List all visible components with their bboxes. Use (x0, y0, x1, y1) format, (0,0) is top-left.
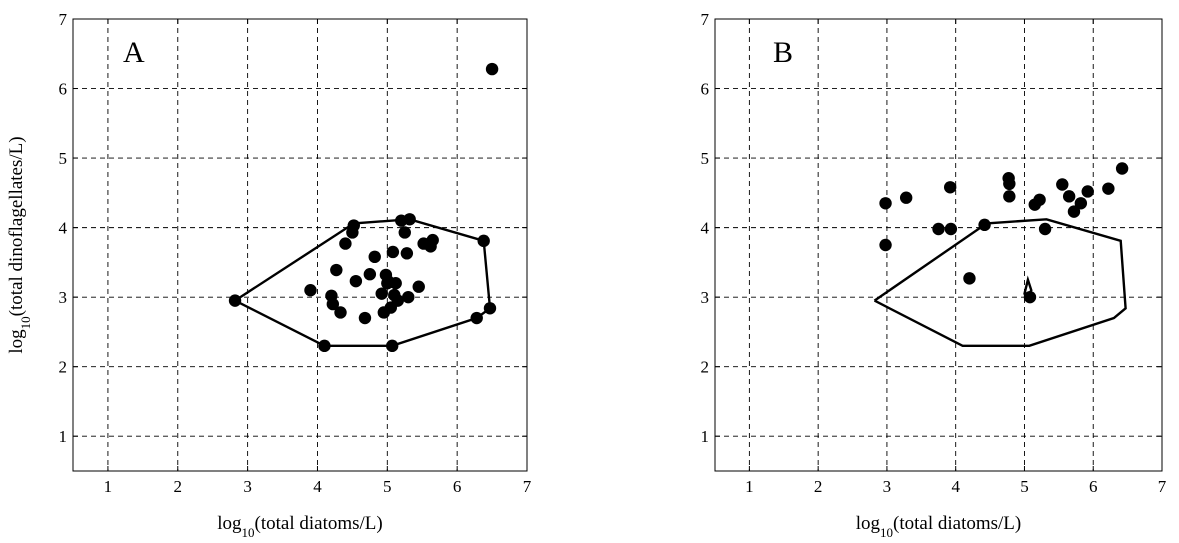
x-tick-label: 6 (453, 477, 462, 496)
data-point (1003, 177, 1016, 191)
data-point (1003, 190, 1016, 203)
y-tick-label: 6 (701, 80, 710, 99)
data-point (1033, 193, 1046, 206)
data-point (1023, 290, 1037, 304)
data-point (485, 62, 499, 76)
data-point (385, 339, 399, 353)
x-tick-label: 3 (883, 477, 892, 496)
x-tick-label: 5 (1020, 477, 1029, 496)
convex-hull-outline (873, 218, 1127, 347)
data-point (375, 287, 388, 300)
data-point (347, 219, 360, 232)
data-point (358, 311, 372, 325)
data-point (1062, 190, 1076, 203)
data-point (318, 339, 331, 353)
x-tick-label: 5 (383, 477, 392, 496)
data-point (386, 245, 400, 259)
x-tick-label: 3 (243, 477, 252, 496)
data-point (402, 290, 415, 304)
plot-frame (714, 18, 1163, 472)
data-point (330, 263, 343, 277)
x-tick-label: 1 (745, 477, 754, 496)
data-point (470, 311, 483, 325)
y-axis-label: log10(total dinoflagellates/L) (6, 136, 33, 353)
x-tick-label: 7 (1158, 477, 1167, 496)
data-point (349, 274, 363, 288)
data-point (963, 272, 976, 285)
data-point (879, 238, 892, 252)
panel-label: A (123, 36, 145, 69)
data-point (398, 226, 411, 239)
y-tick-label: 1 (59, 427, 68, 446)
y-tick-label: 2 (701, 358, 710, 377)
data-point (389, 277, 402, 290)
y-tick-label: 3 (59, 288, 68, 307)
data-point (879, 197, 892, 210)
x-tick-label: 7 (523, 477, 532, 496)
data-point (1115, 162, 1129, 175)
data-point (368, 250, 381, 264)
data-point (944, 222, 958, 236)
data-point (1081, 185, 1094, 198)
plot-frame (72, 18, 528, 472)
x-axis-label: log10(total diatoms/L) (217, 513, 383, 540)
data-point (1067, 205, 1081, 218)
data-point (477, 234, 490, 248)
y-tick-label: 6 (59, 80, 68, 99)
data-point (304, 284, 317, 297)
data-point (1074, 197, 1088, 210)
data-point (426, 233, 439, 247)
x-tick-label: 2 (814, 477, 823, 496)
data-point (412, 280, 425, 293)
y-tick-label: 7 (701, 10, 710, 29)
data-point (899, 191, 913, 204)
y-tick-label: 3 (701, 288, 710, 307)
y-tick-label: 4 (59, 219, 68, 238)
data-point (1102, 182, 1115, 195)
y-tick-label: 4 (701, 219, 710, 238)
data-point (943, 181, 957, 194)
data-point (326, 297, 340, 311)
data-point (363, 268, 377, 281)
data-point (228, 294, 242, 307)
panel-label: B (773, 36, 793, 69)
y-tick-label: 5 (701, 149, 710, 168)
y-tick-label: 5 (59, 149, 68, 168)
y-tick-label: 1 (701, 427, 710, 446)
convex-hull-outline (234, 218, 492, 347)
x-axis-label: log10(total diatoms/L) (856, 513, 1022, 540)
data-point (978, 218, 991, 232)
data-point (932, 222, 945, 236)
data-point (1038, 222, 1052, 236)
data-point (483, 302, 497, 315)
data-point (403, 213, 416, 226)
data-point (400, 247, 414, 260)
data-point (391, 294, 404, 307)
x-tick-label: 2 (174, 477, 183, 496)
data-point (1056, 178, 1069, 191)
x-tick-label: 1 (104, 477, 113, 496)
data-point (334, 306, 347, 319)
data-point (339, 237, 352, 250)
y-tick-label: 7 (59, 10, 68, 29)
x-tick-label: 4 (951, 477, 960, 496)
x-tick-label: 4 (313, 477, 322, 496)
y-tick-label: 2 (59, 358, 68, 377)
x-tick-label: 6 (1089, 477, 1098, 496)
